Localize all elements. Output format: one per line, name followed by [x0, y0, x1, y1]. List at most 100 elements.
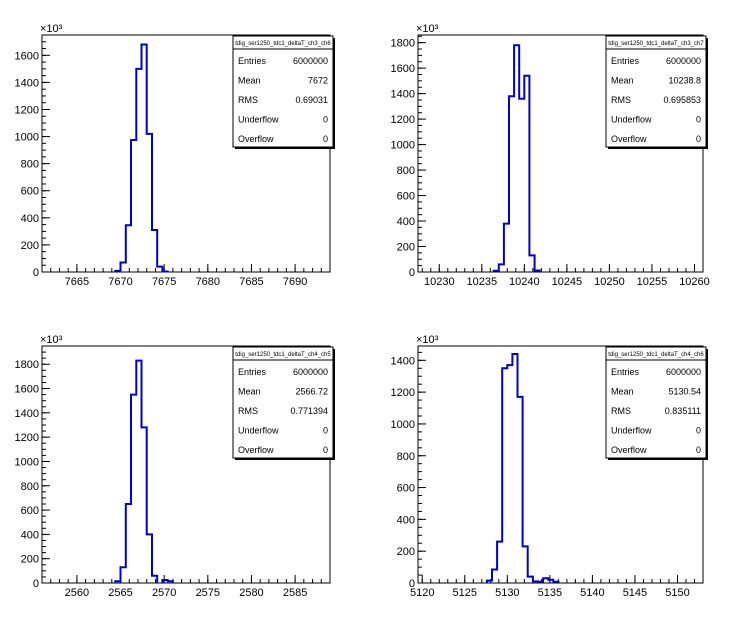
y-tick-label: 1200	[15, 432, 39, 444]
stat-value: 0	[696, 115, 701, 125]
stat-label: Entries	[611, 367, 640, 377]
stat-value: 7672	[308, 76, 328, 86]
x-tick-label: 5145	[623, 587, 647, 599]
x-tick-label: 10235	[467, 276, 498, 288]
x-tick-label: 2575	[196, 587, 220, 599]
y-tick-label: 800	[21, 481, 39, 493]
stats-box-frame	[605, 346, 707, 459]
y-tick-label: 200	[21, 240, 39, 252]
stat-label: Mean	[611, 387, 634, 397]
histogram-title: tdig_ser1250_tdc1_deltaT_ch4_ch5	[235, 352, 331, 358]
histogram-line	[492, 44, 541, 272]
histogram-panel: 0 200 400 600 800 1000 1200 1400 1600 7665 7670 767…	[15, 23, 335, 288]
y-exponent-label: ×10³	[416, 23, 439, 35]
histogram-panel: 0 200 400 600 800 1000 1200 1400 1600 1800 10230 10…	[391, 23, 710, 288]
y-tick-label: 800	[397, 451, 415, 463]
x-tick-label: 7670	[108, 276, 132, 288]
stat-value: 0	[323, 134, 328, 144]
y-tick-label: 1800	[391, 38, 415, 50]
histogram-title: tdig_ser1250_tdc1_deltaT_ch3_ch7	[608, 41, 704, 47]
stat-value: 0	[323, 115, 328, 125]
histogram-bin	[507, 365, 512, 583]
stat-label: Mean	[238, 76, 261, 86]
plot-frame	[41, 34, 331, 273]
stat-label: RMS	[238, 406, 258, 416]
stat-value: 0	[323, 426, 328, 436]
y-exponent-label: ×10³	[40, 334, 63, 346]
y-tick-label: 200	[397, 546, 415, 558]
y-tick-label: 800	[397, 165, 415, 177]
y-tick-label: 400	[397, 514, 415, 526]
x-tick-label: 2570	[152, 587, 176, 599]
y-tick-label: 0	[409, 267, 415, 279]
stat-label: Mean	[611, 76, 634, 86]
stats-box: tdig_ser1250_tdc1_deltaT_ch3_ch6 Entries 6…	[232, 35, 335, 149]
x-tick-label: 10245	[552, 276, 583, 288]
x-tick-label: 5140	[580, 587, 604, 599]
x-tick-label: 7665	[65, 276, 89, 288]
y-tick-label: 0	[33, 267, 39, 279]
stat-label: RMS	[238, 95, 258, 105]
y-tick-label: 1400	[15, 408, 39, 420]
y-tick-label: 1800	[15, 359, 39, 371]
stat-value: 0	[696, 426, 701, 436]
y-tick-label: 200	[21, 554, 39, 566]
histogram-panel: 0 200 400 600 800 1000 1200 1400 1600 1800 2560 256…	[15, 334, 335, 599]
plot-frame	[417, 345, 704, 584]
x-tick-label: 2560	[65, 587, 89, 599]
stats-box-shadow	[608, 458, 708, 460]
stats-box: tdig_ser1250_tdc1_deltaT_ch4_ch5 Entries 6…	[232, 346, 335, 460]
stat-label: Entries	[238, 56, 267, 66]
stat-label: Underflow	[238, 426, 279, 436]
y-tick-label: 1200	[15, 104, 39, 116]
stats-box-shadow	[235, 458, 335, 460]
x-tick-label: 2585	[283, 587, 307, 599]
stats-box: tdig_ser1250_tdc1_deltaT_ch3_ch7 Entries 6…	[605, 35, 708, 149]
stat-label: Overflow	[611, 134, 647, 144]
histogram-line	[114, 43, 169, 273]
stats-box-shadow	[706, 38, 708, 149]
y-tick-label: 600	[397, 483, 415, 495]
x-tick-label: 5125	[453, 587, 477, 599]
y-tick-label: 1600	[391, 63, 415, 75]
stat-label: RMS	[611, 95, 631, 105]
y-tick-label: 0	[33, 578, 39, 590]
y-tick-label: 0	[409, 578, 415, 590]
histogram-panel: 0 200 400 600 800 1000 1200 1400 5120 5125 5130 513…	[391, 334, 708, 599]
stat-value: 0	[696, 445, 701, 455]
x-tick-label: 10250	[594, 276, 625, 288]
stat-label: Overflow	[238, 134, 274, 144]
y-tick-label: 1600	[15, 384, 39, 396]
stat-value: 0.835111	[665, 406, 701, 416]
stat-label: RMS	[611, 406, 631, 416]
y-tick-label: 800	[21, 159, 39, 171]
x-tick-label: 10240	[509, 276, 540, 288]
y-tick-label: 1400	[391, 355, 415, 367]
y-tick-label: 1000	[391, 140, 415, 152]
stat-value: 2566.72	[295, 387, 328, 397]
stat-label: Entries	[611, 56, 640, 66]
x-tick-label: 7675	[152, 276, 176, 288]
x-tick-label: 2565	[108, 587, 132, 599]
stat-label: Underflow	[238, 115, 279, 125]
stat-value: 6000000	[293, 367, 328, 377]
stat-value: 10238.8	[668, 76, 701, 86]
stat-value: 0.771394	[290, 406, 328, 416]
histogram-line	[485, 353, 560, 583]
plot-frame	[417, 34, 704, 273]
stat-label: Overflow	[611, 445, 647, 455]
y-tick-label: 1400	[15, 77, 39, 89]
stats-box-shadow	[333, 349, 335, 460]
stats-box-frame	[232, 35, 334, 148]
stats-box-shadow	[706, 349, 708, 460]
y-tick-label: 1400	[391, 89, 415, 101]
x-tick-label: 7690	[283, 276, 307, 288]
x-tick-label: 7685	[239, 276, 263, 288]
x-tick-label: 5135	[538, 587, 562, 599]
x-tick-label: 5120	[410, 587, 434, 599]
stat-value: 0	[323, 445, 328, 455]
stat-label: Entries	[238, 367, 267, 377]
x-tick-label: 5150	[665, 587, 689, 599]
x-tick-label: 5130	[495, 587, 519, 599]
